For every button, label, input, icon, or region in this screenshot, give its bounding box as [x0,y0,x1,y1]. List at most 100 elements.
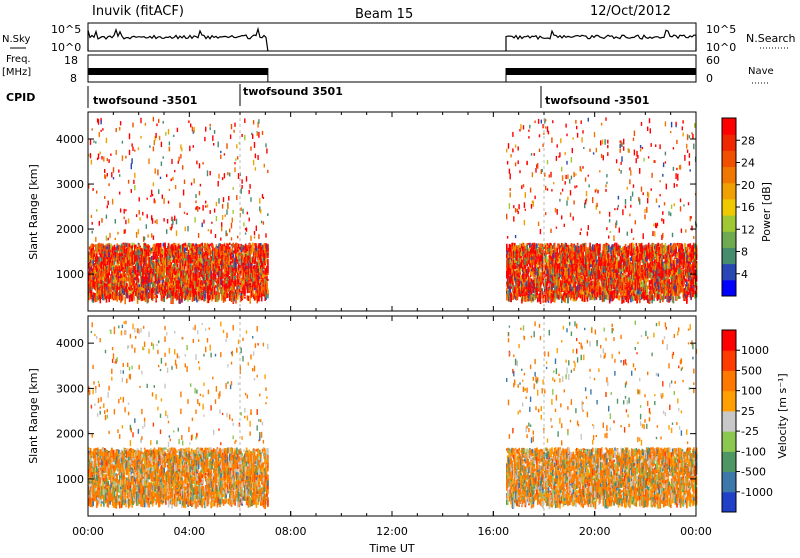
echo-cell [178,161,179,164]
echo-cell [518,160,519,164]
echo-cell [198,233,199,238]
echo-cell [131,189,132,193]
nave-tick-top: 60 [706,54,720,67]
freq-unit-label: [MHz] [2,67,31,78]
echo-cell [129,150,130,155]
echo-cell [224,173,225,178]
echo-cell [194,127,195,133]
echo-cell [534,153,535,156]
echo-cell [518,211,519,214]
echo-cell [242,209,243,214]
echo-cell [182,165,183,170]
echo-cell [224,153,225,155]
echo-cell [214,130,215,134]
nsky-tick-top: 10^5 [51,23,81,36]
echo-cell [233,187,234,190]
echo-cell [253,120,254,124]
echo-cell [134,150,135,152]
echo-cell [540,229,541,234]
echo-cell [100,130,101,132]
echo-cell [229,243,231,246]
echo-cell [188,120,189,123]
echo-cell [525,209,526,211]
echo-cell [202,246,204,248]
echo-cell [241,134,242,137]
echo-cell [92,231,93,234]
echo-cell [216,202,217,207]
echo-cell [155,200,156,203]
echo-cell [129,243,131,247]
echo-cell [535,168,536,173]
echo-cell [523,125,524,129]
echo-cell [244,291,246,296]
echo-cell [117,296,119,300]
echo-cell [91,160,92,165]
echo-cell [119,127,120,131]
echo-cell [265,233,266,237]
echo-cell [185,227,186,232]
echo-cell [207,170,208,176]
echo-cell [510,192,511,197]
echo-cell [540,296,542,304]
echo-cell [199,163,200,168]
echo-cell [90,153,91,158]
echo-cell [519,170,520,173]
echo-cell [214,289,216,295]
echo-cell [243,222,244,226]
echo-cell [122,293,124,295]
echo-cell [119,174,120,177]
echo-cell [237,252,239,260]
echo-cell [108,183,109,186]
echo-cell [155,133,156,138]
echo-cell [258,234,259,239]
echo-cell [146,224,147,229]
echo-cell [92,188,93,191]
echo-cell [155,220,156,223]
echo-cell [510,154,511,157]
echo-cell [163,218,164,222]
echo-cell [531,153,532,156]
echo-cell [195,201,196,204]
echo-cell [218,142,219,148]
echo-cell [141,262,143,265]
echo-cell [526,295,528,302]
echo-cell [236,195,237,200]
echo-cell [190,124,191,128]
echo-cell [521,185,522,189]
echo-cell [528,130,529,132]
echo-cell [241,185,242,189]
echo-cell [262,131,263,135]
echo-cell [537,163,538,169]
station-title: Inuvik (fitACF) [92,4,184,19]
cpid-program-2: twofsound 3501 [243,85,343,98]
echo-cell [111,172,112,177]
echo-cell [209,295,211,300]
echo-cell [139,284,141,287]
echo-cell [95,237,96,242]
echo-cell [534,196,535,200]
freq-tick-top: 18 [64,54,78,67]
nsky-tick-bottom: 10^0 [51,41,81,54]
echo-cell [210,171,211,175]
echo-cell [226,143,227,149]
echo-cell [202,162,203,165]
echo-cell [249,218,250,222]
nave-tick-bottom: 0 [706,72,713,85]
freq-label: Freq. [6,54,31,65]
echo-cell [253,160,254,165]
echo-cell [98,154,99,159]
echo-cell [95,141,96,143]
echo-cell [98,119,99,125]
echo-cell [115,238,116,240]
echo-cell [526,162,527,165]
echo-cell [177,128,178,132]
echo-cell [194,217,195,222]
echo-cell [231,237,232,240]
echo-cell [113,177,114,179]
echo-cell [267,245,269,252]
echo-cell [153,117,154,122]
echo-cell [156,124,157,127]
echo-cell [169,189,170,191]
echo-cell [105,175,106,179]
echo-cell [140,118,141,123]
